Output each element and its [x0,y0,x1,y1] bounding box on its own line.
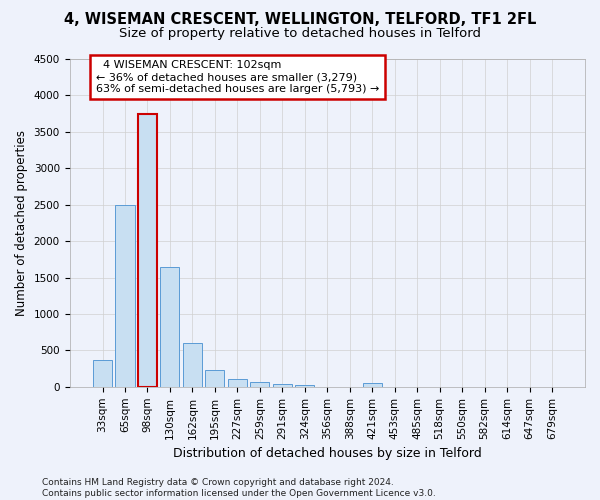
Bar [273,384,292,387]
X-axis label: Distribution of detached houses by size in Telford: Distribution of detached houses by size … [173,447,482,460]
Text: 4, WISEMAN CRESCENT, WELLINGTON, TELFORD, TF1 2FL: 4, WISEMAN CRESCENT, WELLINGTON, TELFORD… [64,12,536,28]
Text: Size of property relative to detached houses in Telford: Size of property relative to detached ho… [119,28,481,40]
Text: 4 WISEMAN CRESCENT: 102sqm
← 36% of detached houses are smaller (3,279)
63% of s: 4 WISEMAN CRESCENT: 102sqm ← 36% of deta… [96,60,379,94]
Bar [205,370,224,387]
Bar [362,383,382,387]
Y-axis label: Number of detached properties: Number of detached properties [15,130,28,316]
Bar [228,379,247,387]
Bar [250,382,269,387]
Bar [138,114,157,387]
Bar [183,343,202,387]
Bar [160,266,179,387]
Bar [115,204,134,387]
Bar [295,384,314,387]
Bar [93,360,112,387]
Text: Contains HM Land Registry data © Crown copyright and database right 2024.
Contai: Contains HM Land Registry data © Crown c… [42,478,436,498]
